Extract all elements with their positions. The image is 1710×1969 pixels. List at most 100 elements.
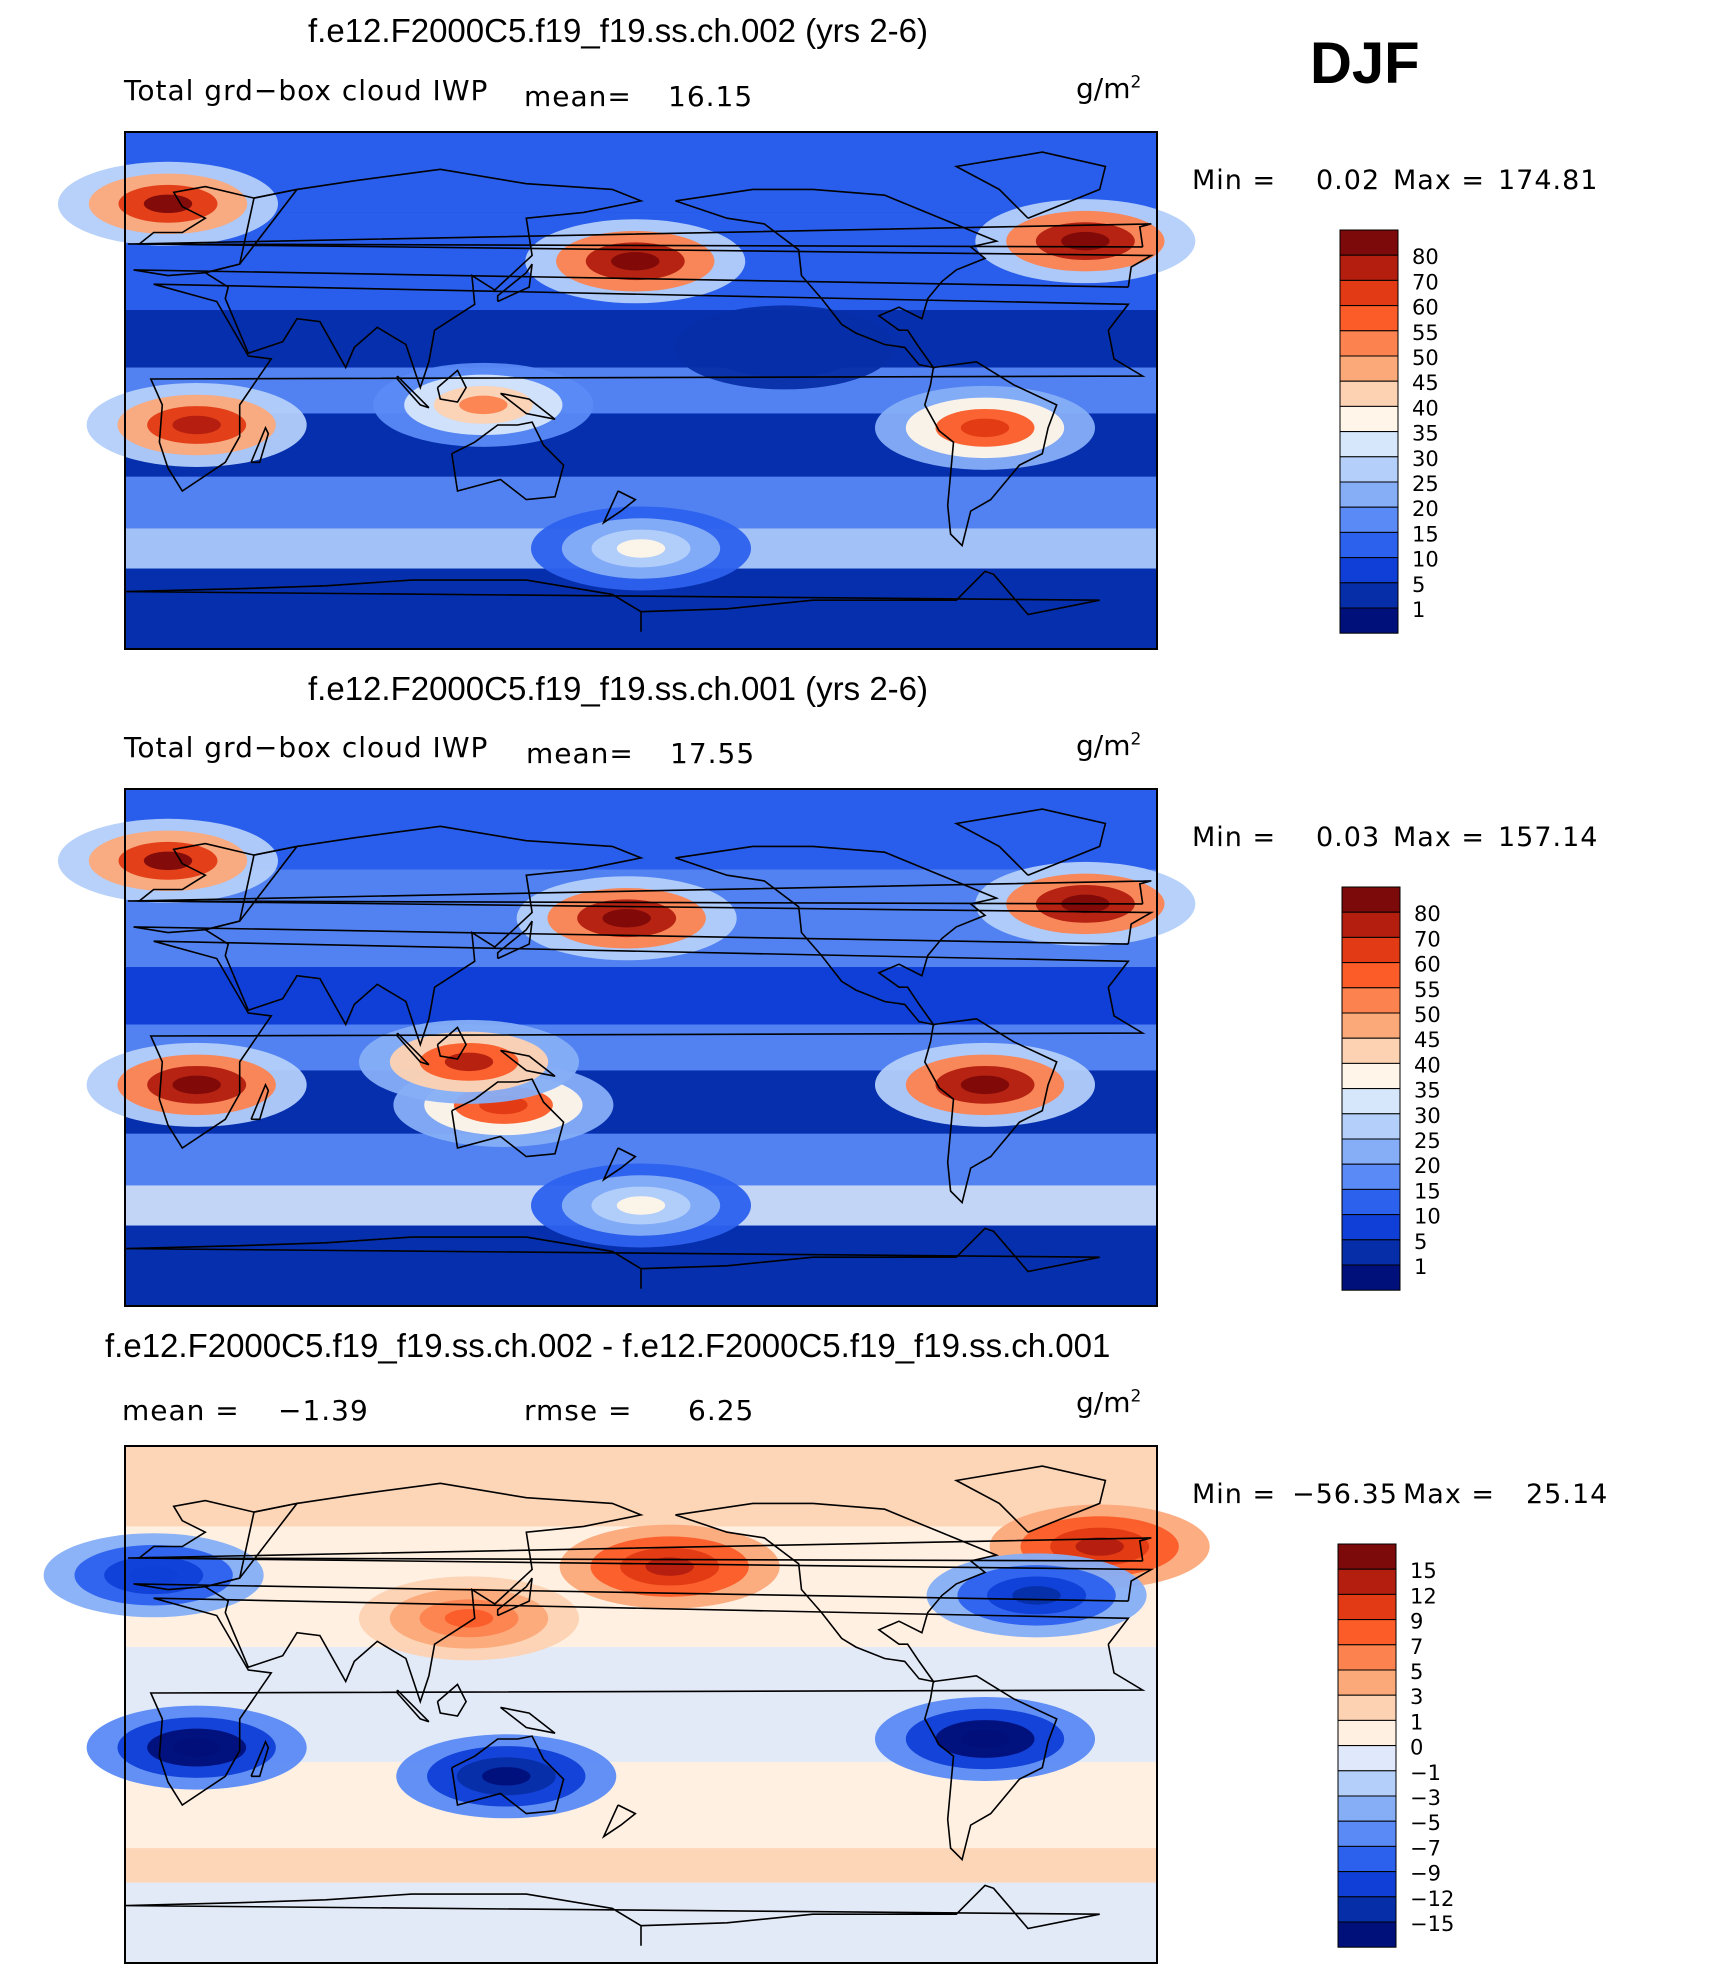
colorbar-tick-label: −5 [1410,1811,1441,1835]
panel-1-max-value: 174.81 [1498,165,1599,196]
field-band [125,789,1157,870]
colorbar-tick-label: 35 [1414,1079,1441,1103]
colorbar-swatch [1339,380,1399,407]
colorbar-tick-label: 1 [1410,1710,1423,1734]
colorbar-swatch [1337,1770,1397,1797]
colorbar-swatch [1337,1644,1397,1671]
coastline-north-america [675,1502,1000,1683]
panel-2-units-base: g/m [1076,729,1131,762]
coastline-antarctica [124,1884,1100,1946]
colorbar-tick-label: 70 [1414,927,1441,951]
panel-1-min-label: Min = [1192,165,1277,196]
colorbar-swatch [1341,1264,1401,1291]
coastline-new-zealand [601,1804,637,1839]
coastline-south-america [923,1674,1058,1862]
colorbar-swatch [1337,1795,1397,1822]
colorbar-swatch [1339,305,1399,332]
colorbar-tick-label: −3 [1410,1786,1441,1810]
colorbar-swatch [1337,1593,1397,1621]
panel-3-mean-label: mean = [122,1394,240,1427]
panel-2-units: g/m2 [1076,729,1141,762]
colorbar-tick-label: 5 [1410,1660,1423,1684]
colorbar-swatch [1339,506,1399,533]
coastline-japan [496,920,533,960]
coastline-uk [127,223,1152,248]
colorbar-tick-label: 50 [1414,1003,1441,1027]
colorbar-swatch [1341,1088,1401,1115]
colorbar-tick-label: 40 [1414,1053,1441,1077]
colorbar-tick-label: 0 [1410,1736,1423,1760]
colorbar-tick-label: 5 [1414,1230,1427,1254]
colorbar-swatch [1337,1921,1397,1948]
colorbar-tick-label: 80 [1412,245,1439,269]
colorbar-tick-label: 1 [1412,598,1425,622]
coastline-greenland [953,1465,1107,1533]
colorbar-tick-label: 60 [1414,953,1441,977]
colorbar-swatch [1339,557,1399,584]
panel-1-max-label: Max = [1393,165,1486,196]
panel-3-min-value: −56.35 [1292,1479,1398,1510]
coastline-antarctica [124,1227,1100,1289]
coastline-australia [451,1735,565,1815]
colorbar-tick-label: 15 [1414,1179,1441,1203]
field-feature-southern-africa [86,1042,307,1127]
field-feature-north-pacific-storm-track [516,876,737,961]
coastline-sumatra [396,1032,430,1066]
field-band [125,1882,1157,1963]
field-feature-australia-negative [396,1734,617,1819]
coastline-borneo [436,1683,468,1717]
colorbar-tick-label: 25 [1412,472,1439,496]
colorbar-swatch [1337,1669,1397,1696]
field-feature-southern-ocean-band [531,506,751,591]
panel-2-variable: Total grd−box cloud IWP [124,731,489,764]
colorbar-swatch [1341,1037,1401,1064]
colorbar-swatch [1339,431,1399,458]
colorbar-tick-label: 3 [1410,1685,1423,1709]
coastline-borneo [436,369,468,403]
colorbar-tick-label: 20 [1414,1154,1441,1178]
field-feature-maritime-continent [373,362,594,447]
colorbar-swatch [1337,1745,1397,1772]
colorbar-tick-label: 1 [1414,1255,1427,1279]
colorbar-swatch [1337,1719,1397,1747]
panel-3-map [43,1445,1210,1964]
colorbar-tick-label: 9 [1410,1610,1423,1634]
coastline-greenland [953,151,1107,219]
panel-1-title: f.e12.F2000C5.f19_f19.ss.ch.002 (yrs 2-6… [308,12,929,49]
field-feature-south-america [875,385,1095,470]
colorbar-swatch [1341,1239,1401,1266]
field-band [125,1446,1157,1527]
colorbar-tick-label: 12 [1410,1584,1437,1608]
colorbar-tick-label: 30 [1412,447,1439,471]
colorbar-swatch [1337,1694,1397,1721]
coastline-new-guinea [500,392,556,420]
coastline-south-america [923,360,1058,548]
coastline-africa [149,1597,1146,1807]
field-feature-maritime-continent [359,1019,579,1104]
coastline-sumatra [396,1689,430,1723]
coastline-europe [133,185,1155,288]
coastline-borneo [436,1026,468,1060]
colorbar-swatch [1337,1568,1397,1595]
panel-1-map [58,131,1196,650]
panel-2-units-exp: 2 [1130,729,1142,750]
colorbar-swatch [1339,279,1399,307]
coastline-sumatra [396,375,430,409]
coastline-japan [496,1577,533,1617]
coastline-australia [451,421,565,501]
colorbar-swatch [1341,1113,1401,1140]
coastline-africa [149,940,1146,1150]
coastline-europe [133,1499,1155,1602]
panel-3-units-base: g/m [1076,1386,1131,1419]
panel-3-mean-value: −1.39 [278,1394,369,1427]
colorbar-tick-label: 25 [1414,1129,1441,1153]
colorbar-swatch [1339,229,1399,256]
colorbar-tick-label: 55 [1412,321,1439,345]
colorbar-swatch [1337,1845,1397,1873]
colorbar-swatch [1337,1820,1397,1847]
colorbar-swatch [1341,1138,1401,1165]
panel-3-units: g/m2 [1076,1386,1141,1419]
coastline-antarctica [124,570,1100,632]
colorbar-tick-label: 50 [1412,346,1439,370]
field-feature-southern-africa-negative [86,1705,307,1790]
